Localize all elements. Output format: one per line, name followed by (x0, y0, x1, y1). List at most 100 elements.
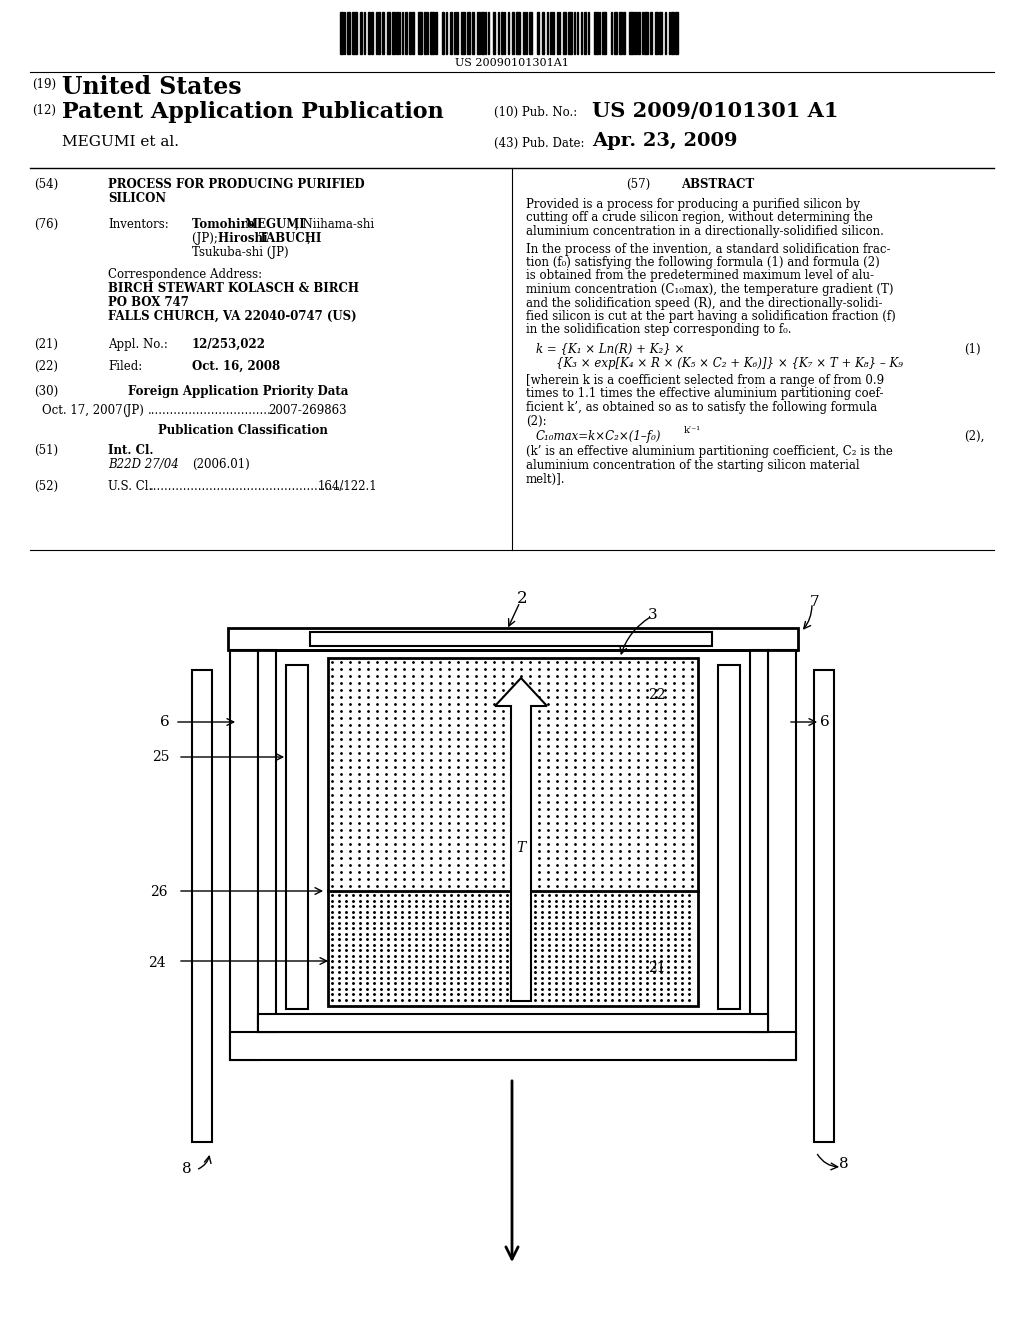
Text: PO BOX 747: PO BOX 747 (108, 296, 188, 309)
Bar (409, 12, 411, 54)
Bar (718, 665, 740, 1008)
Text: TABUCHI: TABUCHI (259, 232, 323, 246)
Text: Correspondence Address:: Correspondence Address: (108, 268, 262, 281)
Text: minium concentration (C₁₀max), the temperature gradient (T): minium concentration (C₁₀max), the tempe… (526, 282, 894, 296)
Text: 24: 24 (148, 956, 166, 970)
Bar (635, 12, 637, 54)
Bar (418, 12, 422, 54)
Text: cutting off a crude silicon region, without determining the: cutting off a crude silicon region, with… (526, 211, 872, 224)
Text: B22D 27/04: B22D 27/04 (108, 458, 179, 471)
Text: (k’ is an effective aluminium partitioning coefficient, C₂ is the: (k’ is an effective aluminium partitioni… (526, 446, 893, 458)
Text: Int. Cl.: Int. Cl. (108, 444, 154, 457)
Bar (387, 12, 390, 54)
Bar (675, 12, 678, 54)
Bar (467, 12, 470, 54)
Text: 2: 2 (517, 590, 527, 607)
Text: aluminium concentration of the starting silicon material: aluminium concentration of the starting … (526, 459, 859, 473)
Bar (472, 12, 474, 54)
Bar (352, 12, 357, 54)
Text: C₁₀max=k×C₂×(1–f₀): C₁₀max=k×C₂×(1–f₀) (536, 430, 662, 444)
Text: [wherein k is a coefficient selected from a range of from 0.9: [wherein k is a coefficient selected fro… (526, 374, 884, 387)
Text: .................................: ................................. (148, 404, 271, 417)
Bar (347, 12, 350, 54)
Text: ficient k’, as obtained so as to satisfy the following formula: ficient k’, as obtained so as to satisfy… (526, 401, 878, 414)
Text: 6: 6 (820, 715, 829, 729)
Bar (382, 12, 384, 54)
Bar (360, 12, 362, 54)
Text: (43) Pub. Date:: (43) Pub. Date: (494, 137, 585, 150)
Bar (623, 12, 625, 54)
Text: (10) Pub. No.:: (10) Pub. No.: (494, 106, 578, 119)
Text: US 20090101301A1: US 20090101301A1 (455, 58, 569, 69)
Bar (230, 649, 258, 1060)
Bar (750, 649, 768, 1032)
Bar (814, 671, 834, 1142)
Bar (328, 657, 698, 1006)
Text: (2):: (2): (526, 414, 547, 428)
Bar (537, 12, 539, 54)
Text: (2006.01): (2006.01) (193, 458, 250, 471)
Bar (481, 12, 484, 54)
Text: SILICON: SILICON (108, 191, 166, 205)
Bar (230, 1032, 796, 1060)
Text: (57): (57) (626, 178, 650, 191)
Bar (655, 12, 658, 54)
Bar (424, 12, 426, 54)
Bar (493, 12, 495, 54)
Bar (286, 665, 308, 1008)
Bar (529, 12, 532, 54)
Text: United States: United States (62, 75, 242, 99)
Text: Hiroshi: Hiroshi (218, 232, 271, 246)
Bar (430, 12, 434, 54)
Text: 21: 21 (648, 961, 666, 975)
Text: 7: 7 (810, 595, 819, 609)
Bar (412, 12, 414, 54)
Bar (602, 12, 606, 54)
Polygon shape (495, 678, 547, 1001)
Text: Provided is a process for producing a purified silicon by: Provided is a process for producing a pu… (526, 198, 860, 211)
Text: Oct. 17, 2007: Oct. 17, 2007 (42, 404, 123, 417)
Bar (594, 12, 598, 54)
Text: tion (f₀) satisfying the following formula (1) and formula (2): tion (f₀) satisfying the following formu… (526, 256, 880, 269)
Bar (442, 12, 444, 54)
Bar (456, 12, 458, 54)
Text: (22): (22) (34, 360, 58, 374)
Bar (193, 671, 212, 1142)
Bar (516, 12, 520, 54)
Text: US 2009/0101301 A1: US 2009/0101301 A1 (592, 102, 839, 121)
Bar (368, 12, 370, 54)
Text: fied silicon is cut at the part having a solidification fraction (f): fied silicon is cut at the part having a… (526, 310, 896, 323)
Text: Patent Application Publication: Patent Application Publication (62, 102, 443, 123)
Bar (618, 12, 622, 54)
Text: , Niihama-shi: , Niihama-shi (295, 218, 374, 231)
Text: {K₃ × exp[K₄ × R × (K₅ × C₂ + K₆)]} × {K₇ × T + K₈} – K₉: {K₃ × exp[K₄ × R × (K₅ × C₂ + K₆)]} × {K… (556, 356, 903, 370)
Bar (310, 632, 712, 645)
Text: PROCESS FOR PRODUCING PURIFIED: PROCESS FOR PRODUCING PURIFIED (108, 178, 365, 191)
Text: 26: 26 (150, 884, 168, 899)
Text: (51): (51) (34, 444, 58, 457)
Text: BIRCH STEWART KOLASCH & BIRCH: BIRCH STEWART KOLASCH & BIRCH (108, 282, 359, 294)
Bar (258, 1014, 768, 1032)
Bar (406, 12, 407, 54)
Bar (340, 12, 343, 54)
Text: FALLS CHURCH, VA 22040-0747 (US): FALLS CHURCH, VA 22040-0747 (US) (108, 310, 356, 323)
Text: 22: 22 (648, 688, 666, 702)
Text: Appl. No.:: Appl. No.: (108, 338, 168, 351)
Text: (JP): (JP) (122, 404, 144, 417)
Text: ....................................................: ........................................… (150, 480, 345, 492)
Text: Publication Classification: Publication Classification (158, 424, 328, 437)
Text: ,: , (307, 232, 310, 246)
Bar (650, 12, 652, 54)
Text: 8: 8 (839, 1158, 849, 1171)
Text: k′⁻¹: k′⁻¹ (684, 426, 701, 436)
Text: (2),: (2), (964, 430, 984, 444)
Bar (371, 12, 373, 54)
Text: Filed:: Filed: (108, 360, 142, 374)
Text: times to 1.1 times the effective aluminium partitioning coef-: times to 1.1 times the effective alumini… (526, 388, 884, 400)
Bar (614, 12, 617, 54)
Bar (638, 12, 640, 54)
Text: melt)].: melt)]. (526, 473, 565, 486)
Text: (52): (52) (34, 480, 58, 492)
Text: Tsukuba-shi (JP): Tsukuba-shi (JP) (193, 246, 289, 259)
Bar (542, 12, 544, 54)
